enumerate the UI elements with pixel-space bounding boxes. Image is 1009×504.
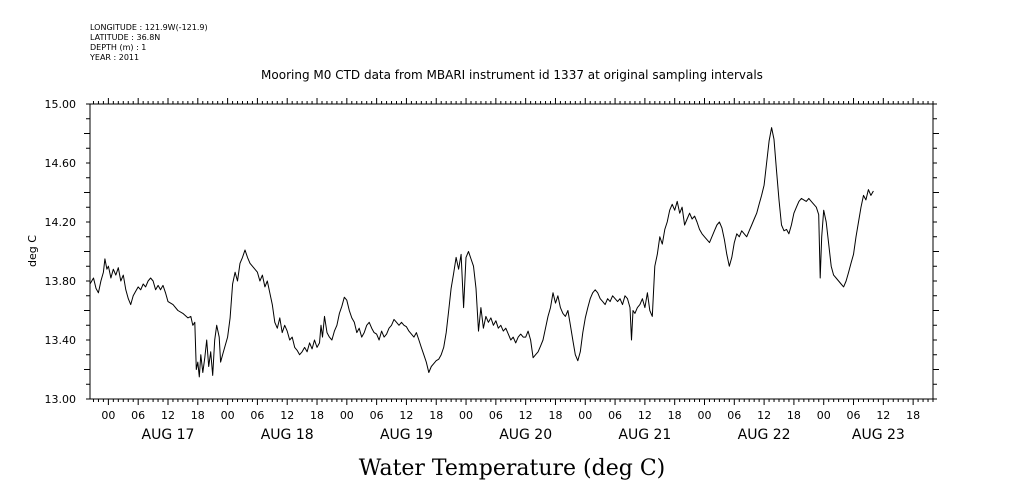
y-axis: 13.00 13.40 13.80 14.20 14.60 15.00 [45,98,939,406]
y-tick-label: 13.80 [45,275,77,288]
day-label: AUG 23 [852,427,905,443]
x-tick-label: 06 [370,409,384,422]
y-tick-label: 13.00 [45,393,77,406]
metadata-depth: DEPTH (m) : 1 [90,43,146,52]
x-tick-label: 00 [697,409,711,422]
day-label: AUG 18 [261,427,314,443]
metadata-year: YEAR : 2011 [89,53,139,62]
day-label: AUG 22 [738,427,791,443]
x-tick-label: 00 [101,409,115,422]
x-tick-label: 00 [221,409,235,422]
x-tick-label: 00 [578,409,592,422]
x-tick-label: 18 [668,409,682,422]
x-tick-label: 18 [548,409,562,422]
y-tick-label: 14.60 [45,157,77,170]
x-axis-label: Water Temperature (deg C) [359,456,666,481]
metadata-block: LONGITUDE : 121.9W(-121.9) LATITUDE : 36… [89,23,208,62]
metadata-latitude: LATITUDE : 36.8N [90,33,160,42]
x-tick-label: 06 [489,409,503,422]
day-label: AUG 20 [499,427,552,443]
x-tick-label: 12 [519,409,533,422]
x-tick-label: 18 [906,409,920,422]
series-line-water-temperature [89,127,874,378]
series-layer [89,127,874,378]
y-tick-label: 15.00 [45,98,77,111]
y-axis-label: deg C [26,235,39,267]
x-tick-label: 18 [429,409,443,422]
x-tick-label: 12 [280,409,294,422]
metadata-longitude: LONGITUDE : 121.9W(-121.9) [90,23,208,32]
x-axis: 00 06 12 18 00 06 12 18 00 06 12 18 00 06 12 18 00 06 12 18… [92,98,934,443]
x-tick-label: 12 [757,409,771,422]
x-tick-label: 00 [340,409,354,422]
x-tick-label: 12 [399,409,413,422]
x-tick-label: 06 [727,409,741,422]
x-tick-label: 06 [131,409,145,422]
x-tick-label: 00 [459,409,473,422]
x-tick-label: 12 [161,409,175,422]
x-tick-label: 18 [191,409,205,422]
y-tick-label: 13.40 [45,334,77,347]
x-tick-label: 18 [787,409,801,422]
x-tick-label: 06 [847,409,861,422]
x-tick-label: 06 [608,409,622,422]
day-label: AUG 19 [380,427,433,443]
x-tick-label: 06 [250,409,264,422]
x-tick-label: 18 [310,409,324,422]
day-label: AUG 17 [142,427,195,443]
chart-title: Mooring M0 CTD data from MBARI instrumen… [261,68,763,82]
day-label: AUG 21 [618,427,671,443]
y-tick-label: 14.20 [45,216,77,229]
x-tick-label: 12 [876,409,890,422]
plot-frame [89,103,934,400]
x-tick-label: 12 [638,409,652,422]
x-tick-label: 00 [817,409,831,422]
